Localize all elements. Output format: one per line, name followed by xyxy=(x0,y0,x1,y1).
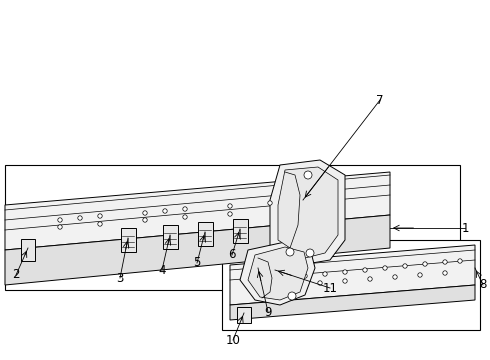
Polygon shape xyxy=(163,225,177,249)
Polygon shape xyxy=(240,242,315,305)
Circle shape xyxy=(304,171,312,179)
Text: 1: 1 xyxy=(461,221,469,234)
Circle shape xyxy=(183,207,187,211)
Circle shape xyxy=(293,283,297,287)
Circle shape xyxy=(306,249,314,257)
Polygon shape xyxy=(248,247,308,300)
Text: 2: 2 xyxy=(12,269,20,282)
Circle shape xyxy=(323,272,327,276)
Circle shape xyxy=(98,222,102,226)
Circle shape xyxy=(343,279,347,283)
Circle shape xyxy=(363,268,367,272)
Polygon shape xyxy=(5,165,460,290)
Circle shape xyxy=(228,204,232,208)
Polygon shape xyxy=(121,228,136,252)
Text: 5: 5 xyxy=(194,256,201,270)
Circle shape xyxy=(418,273,422,277)
Circle shape xyxy=(443,271,447,275)
Polygon shape xyxy=(5,215,390,285)
Circle shape xyxy=(368,277,372,281)
Circle shape xyxy=(268,201,272,205)
Circle shape xyxy=(143,218,147,222)
Circle shape xyxy=(383,266,387,270)
Polygon shape xyxy=(232,219,247,243)
Circle shape xyxy=(288,292,296,300)
Circle shape xyxy=(78,216,82,220)
Polygon shape xyxy=(237,307,251,323)
Text: 11: 11 xyxy=(322,282,338,294)
Text: 3: 3 xyxy=(116,271,123,284)
Circle shape xyxy=(393,275,397,279)
Polygon shape xyxy=(278,167,338,258)
Circle shape xyxy=(343,270,347,274)
Text: 10: 10 xyxy=(225,333,241,346)
Text: 9: 9 xyxy=(264,306,272,319)
Circle shape xyxy=(458,259,462,263)
Circle shape xyxy=(183,215,187,219)
Polygon shape xyxy=(197,222,213,246)
Text: 7: 7 xyxy=(376,94,384,107)
Polygon shape xyxy=(230,285,475,320)
Circle shape xyxy=(286,248,294,256)
Polygon shape xyxy=(5,172,390,250)
Circle shape xyxy=(163,209,167,213)
Polygon shape xyxy=(222,240,480,330)
Text: 6: 6 xyxy=(228,248,236,261)
Circle shape xyxy=(303,274,307,278)
Polygon shape xyxy=(230,245,475,305)
Circle shape xyxy=(283,276,287,280)
Circle shape xyxy=(228,212,232,216)
Text: 8: 8 xyxy=(479,279,487,292)
Circle shape xyxy=(58,225,62,229)
Circle shape xyxy=(443,260,447,264)
Text: 4: 4 xyxy=(158,264,166,276)
Circle shape xyxy=(98,214,102,218)
Circle shape xyxy=(403,264,407,268)
Polygon shape xyxy=(21,239,35,261)
Polygon shape xyxy=(270,160,345,265)
Circle shape xyxy=(143,211,147,215)
Circle shape xyxy=(58,218,62,222)
Circle shape xyxy=(318,281,322,285)
Circle shape xyxy=(423,262,427,266)
